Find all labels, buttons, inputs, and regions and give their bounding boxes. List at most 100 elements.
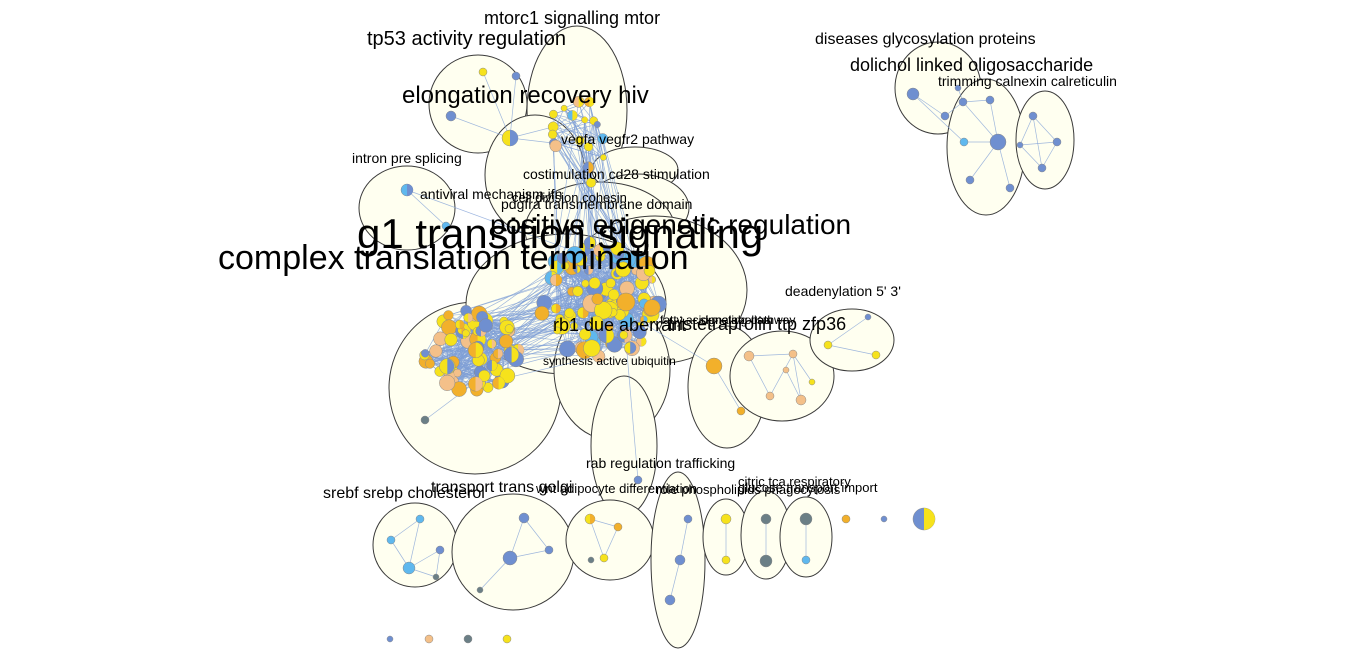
node-half bbox=[491, 360, 498, 371]
network-edge bbox=[1019, 141, 1058, 146]
node-circle bbox=[705, 357, 723, 375]
network-nodes bbox=[386, 67, 1062, 644]
network-node bbox=[782, 366, 790, 374]
network-node bbox=[989, 133, 1007, 151]
node-circle bbox=[444, 333, 458, 347]
label-synthesis-ubiquitin: synthesis active ubiquitin bbox=[543, 354, 676, 368]
node-circle bbox=[782, 366, 790, 374]
network-node bbox=[504, 324, 514, 334]
node-circle bbox=[549, 139, 562, 153]
node-half bbox=[613, 289, 619, 300]
node-circle bbox=[600, 154, 607, 161]
node-circle bbox=[788, 349, 798, 359]
node-half bbox=[475, 376, 483, 392]
node-circle bbox=[445, 110, 457, 122]
network-node bbox=[518, 512, 530, 524]
network-edge bbox=[390, 518, 421, 541]
node-circle bbox=[544, 545, 554, 555]
network-node bbox=[906, 87, 920, 101]
node-circle bbox=[560, 104, 568, 112]
network-node bbox=[674, 554, 686, 566]
node-circle bbox=[559, 340, 576, 358]
network-node bbox=[591, 293, 604, 305]
label-diseases-glycosylation: diseases glycosylation proteins bbox=[815, 31, 1036, 48]
node-circle bbox=[463, 634, 473, 644]
network-node bbox=[841, 514, 851, 524]
network-node bbox=[760, 513, 772, 525]
node-circle bbox=[808, 378, 816, 386]
network-node bbox=[1052, 137, 1062, 147]
node-circle bbox=[566, 246, 584, 264]
network-node bbox=[608, 289, 620, 301]
network-edge bbox=[552, 134, 563, 327]
network-node bbox=[492, 348, 503, 359]
node-circle bbox=[593, 121, 601, 128]
node-circle bbox=[420, 415, 430, 425]
node-half bbox=[588, 142, 593, 151]
node-circle bbox=[1005, 183, 1015, 193]
network-node bbox=[633, 475, 643, 485]
node-circle bbox=[674, 554, 686, 566]
network-node bbox=[564, 308, 575, 318]
network-edge bbox=[603, 526, 619, 559]
node-circle bbox=[760, 513, 772, 525]
node-half bbox=[630, 342, 637, 354]
node-circle bbox=[425, 358, 435, 369]
node-circle bbox=[560, 261, 570, 271]
node-circle bbox=[432, 573, 440, 581]
network-edge bbox=[553, 119, 585, 128]
label-srebf: srebf srebp cholesterol bbox=[323, 485, 485, 502]
network-node bbox=[619, 330, 629, 340]
network-node bbox=[880, 515, 888, 523]
label-signaling-pathway: signaling pathway bbox=[700, 313, 795, 327]
network-edge bbox=[596, 124, 635, 258]
label-pdgfra: pdgfra transmembrane domain bbox=[501, 196, 692, 212]
network-node bbox=[478, 369, 491, 382]
cluster-labels: fatty acid metabolism signaling pathway … bbox=[218, 8, 1117, 502]
network-edge bbox=[748, 355, 771, 397]
network-edge bbox=[435, 549, 441, 578]
network-node bbox=[583, 142, 593, 152]
network-node bbox=[444, 333, 458, 347]
node-circle bbox=[583, 339, 601, 357]
node-circle bbox=[549, 109, 558, 119]
network-edge bbox=[1019, 144, 1043, 169]
network-node bbox=[420, 415, 430, 425]
node-half bbox=[497, 348, 503, 359]
node-circle bbox=[504, 324, 514, 334]
node-circle bbox=[615, 261, 631, 278]
node-circle bbox=[985, 95, 995, 105]
node-circle bbox=[959, 137, 969, 147]
node-circle bbox=[478, 369, 491, 382]
node-half bbox=[924, 508, 935, 530]
network-node bbox=[615, 261, 631, 278]
node-circle bbox=[801, 555, 811, 565]
network-node bbox=[624, 341, 637, 354]
node-half bbox=[652, 276, 656, 284]
node-circle bbox=[478, 67, 488, 77]
network-node bbox=[570, 322, 579, 331]
node-circle bbox=[511, 71, 521, 81]
network-node bbox=[425, 358, 435, 369]
node-half bbox=[590, 514, 595, 524]
label-costimulation: costimulation cd28 stimulation bbox=[523, 166, 710, 182]
network-node bbox=[566, 246, 584, 264]
network-edge bbox=[679, 518, 689, 561]
network-node bbox=[386, 535, 396, 545]
label-rb1-due: rb1 due aberrant bbox=[553, 315, 686, 335]
label-citric-tca: citric tca respiratory bbox=[738, 474, 851, 489]
network-node bbox=[511, 71, 521, 81]
network-node bbox=[721, 555, 731, 565]
node-circle bbox=[579, 328, 592, 341]
label-complex-translation: complex translation termination bbox=[218, 239, 689, 277]
network-node bbox=[582, 161, 595, 174]
node-circle bbox=[633, 475, 643, 485]
network-node bbox=[599, 553, 609, 563]
network-edge bbox=[769, 353, 794, 397]
network-edge bbox=[962, 99, 991, 103]
network-node bbox=[572, 285, 584, 297]
node-circle bbox=[421, 349, 430, 358]
node-half bbox=[589, 97, 595, 107]
network-node bbox=[421, 349, 430, 358]
label-elongation-recovery: elongation recovery hiv bbox=[402, 82, 649, 109]
